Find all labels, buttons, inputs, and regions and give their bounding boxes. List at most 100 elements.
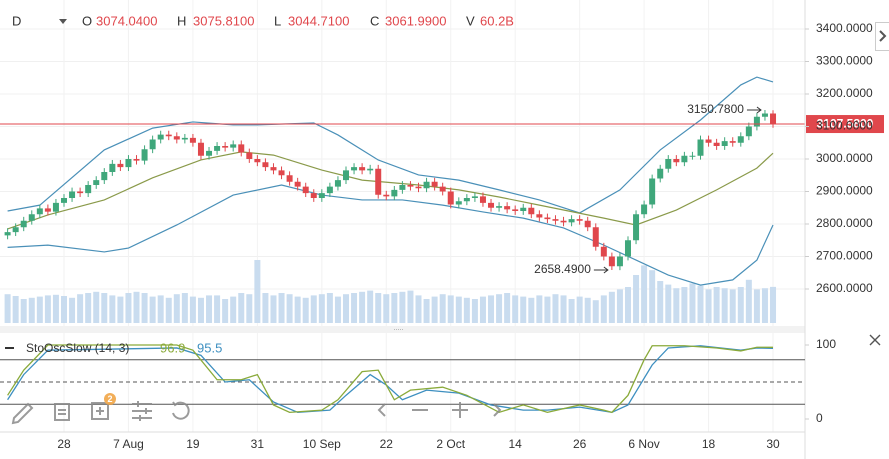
- candle-body: [576, 219, 583, 221]
- volume-bar: [447, 295, 454, 323]
- d-value: 95.5: [197, 340, 222, 355]
- volume-bar: [342, 294, 349, 323]
- candle-body: [592, 227, 599, 247]
- candle-body: [705, 139, 712, 143]
- candle-body: [197, 142, 204, 156]
- candle-body: [278, 170, 285, 176]
- axes: 2600.0000 2700.0000 2800.0000 2900.0000 3000…: [57, 21, 873, 451]
- volume-bar: [302, 297, 309, 323]
- volume-bar: [165, 297, 172, 323]
- x-tick-label: 7 Aug: [113, 437, 144, 451]
- volume-bar: [479, 296, 486, 323]
- add-indicator-icon[interactable]: [91, 402, 109, 420]
- candle-body: [479, 196, 486, 203]
- scroll-left[interactable]: [377, 403, 386, 417]
- volume-bar: [713, 287, 720, 323]
- volume-bar: [753, 289, 760, 323]
- scroll-right[interactable]: [493, 403, 502, 417]
- candle-body: [117, 163, 124, 168]
- close-indicator[interactable]: [869, 334, 881, 346]
- volume-value: 60.2B: [480, 13, 514, 28]
- settings-icon[interactable]: [132, 401, 152, 421]
- band-line: [7, 76, 774, 214]
- volume-bar: [149, 296, 156, 323]
- volume-bar: [375, 293, 382, 323]
- collapse-arrow: [879, 30, 887, 42]
- y-tick-label: 3200.0000: [816, 86, 873, 100]
- candles: [4, 109, 777, 271]
- candle-body: [4, 232, 11, 236]
- candle-body: [238, 144, 245, 153]
- last-price-box: [806, 115, 884, 134]
- candle-body: [528, 207, 535, 215]
- candle-body: [496, 206, 503, 208]
- candle-body: [689, 155, 696, 157]
- x-tick-label: 31: [251, 437, 265, 451]
- candle-body: [383, 194, 390, 197]
- volume-bar: [173, 294, 180, 323]
- candle-body: [270, 167, 277, 171]
- candle-body: [407, 185, 414, 187]
- candle-body: [455, 201, 462, 205]
- candle-body: [222, 146, 229, 148]
- stoch-lines: [7, 344, 774, 414]
- candle-body: [189, 137, 196, 143]
- candle-body: [318, 193, 325, 198]
- candle-body: [770, 113, 777, 125]
- volume-bar: [318, 294, 325, 323]
- volume-bar: [463, 297, 470, 323]
- candle-body: [101, 172, 108, 181]
- candle-body: [181, 137, 188, 140]
- open-value: 3074.0400: [96, 13, 157, 28]
- volume-bar: [383, 294, 390, 323]
- volume-bar: [649, 270, 656, 323]
- draw-icon[interactable]: [11, 402, 34, 425]
- volume-bar: [520, 296, 527, 323]
- volume-bar: [214, 295, 221, 323]
- volume-bar: [77, 294, 84, 323]
- candle-body: [544, 217, 551, 220]
- volume-bar: [157, 295, 164, 323]
- y-tick-label: 3400.0000: [816, 21, 873, 35]
- candle-body: [157, 134, 164, 140]
- period-dropdown[interactable]: [59, 19, 67, 24]
- candle-body: [737, 136, 744, 143]
- list-icon[interactable]: [54, 403, 70, 421]
- volume-bar: [689, 283, 696, 323]
- candle-body: [125, 159, 132, 168]
- candle-body: [447, 191, 454, 205]
- volume-bar: [310, 295, 317, 323]
- candle-body: [28, 214, 35, 221]
- candle-body: [133, 159, 140, 161]
- low-key: L: [274, 13, 281, 28]
- indicator-title: StoOscSlow (14, 3): [26, 341, 129, 355]
- volume-bar: [44, 295, 51, 323]
- candle-body: [294, 181, 301, 187]
- candle-body: [391, 189, 398, 197]
- volume-bar: [407, 290, 414, 323]
- undo-icon[interactable]: [172, 401, 190, 420]
- volume-bar: [20, 299, 27, 323]
- volume-bar: [399, 291, 406, 323]
- collapse-box[interactable]: [875, 22, 889, 51]
- x-tick-label: 10 Sep: [303, 437, 341, 451]
- volume-bar: [206, 295, 213, 323]
- y-tick-label: 3000.0000: [816, 151, 873, 165]
- volume-bar: [633, 275, 640, 323]
- candle-body: [463, 198, 470, 202]
- zoom-in[interactable]: [452, 402, 468, 418]
- volume-bar: [326, 293, 333, 323]
- volume-bar: [512, 295, 519, 323]
- volume-bar: [681, 287, 688, 323]
- annotation-label: 3150.7800: [687, 102, 744, 116]
- volume-bar: [189, 296, 196, 323]
- volume-bar: [504, 293, 511, 323]
- candle-body: [423, 181, 430, 189]
- close-key: C: [370, 13, 379, 28]
- volume-bar: [576, 296, 583, 323]
- period[interactable]: D: [12, 13, 21, 28]
- collapse-button[interactable]: [875, 22, 889, 51]
- volume-bar: [624, 287, 631, 323]
- volume-bar: [584, 297, 591, 323]
- header: D O 3074.0400 H 3075.8100 L 3044.7100 C …: [12, 13, 514, 28]
